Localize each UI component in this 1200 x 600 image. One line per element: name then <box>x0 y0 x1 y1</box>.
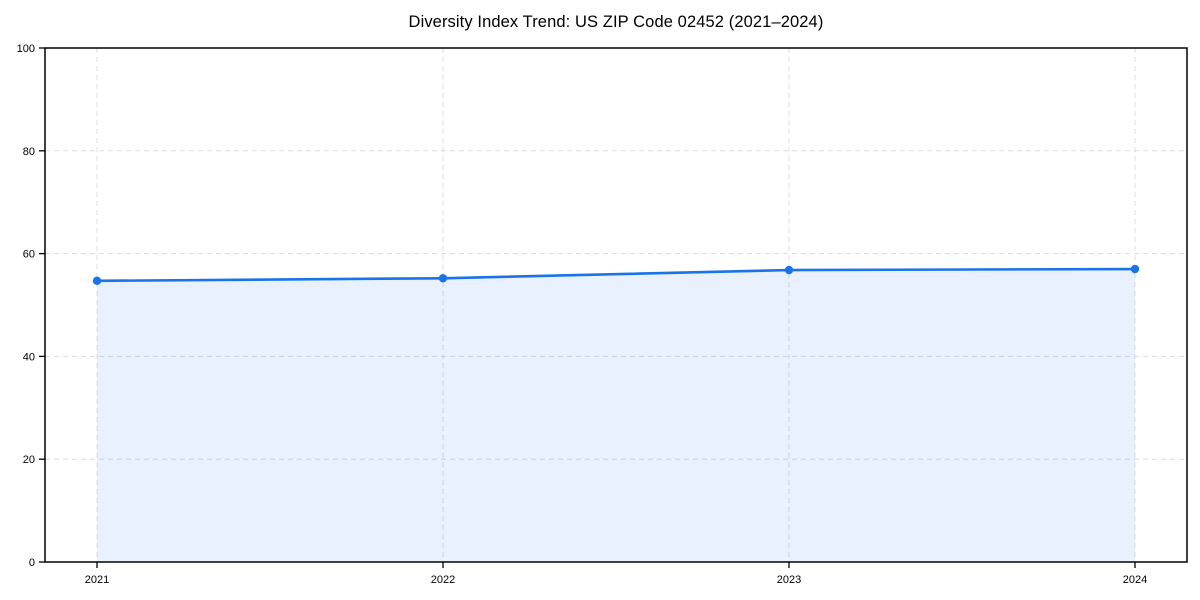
plot-border <box>44 47 1188 563</box>
data-point <box>92 276 102 286</box>
chart-title: Diversity Index Trend: US ZIP Code 02452… <box>408 13 824 31</box>
data-point <box>784 265 794 275</box>
y-tick-label: 0 <box>29 557 35 569</box>
trend-line <box>95 267 1137 283</box>
data-point <box>438 274 448 283</box>
x-tick-label: 2023 <box>777 574 801 586</box>
area-fill <box>97 269 1135 562</box>
x-tick-label: 2024 <box>1123 574 1147 586</box>
y-tick-label: 80 <box>23 146 35 158</box>
x-tick-label: 2022 <box>431 574 455 586</box>
x-tick-label: 2021 <box>85 574 109 586</box>
y-tick-label: 60 <box>23 249 35 261</box>
y-tick-label: 100 <box>17 43 35 55</box>
y-tick-label: 20 <box>23 454 35 466</box>
data-point <box>1130 264 1140 274</box>
y-tick-label: 40 <box>23 351 35 363</box>
